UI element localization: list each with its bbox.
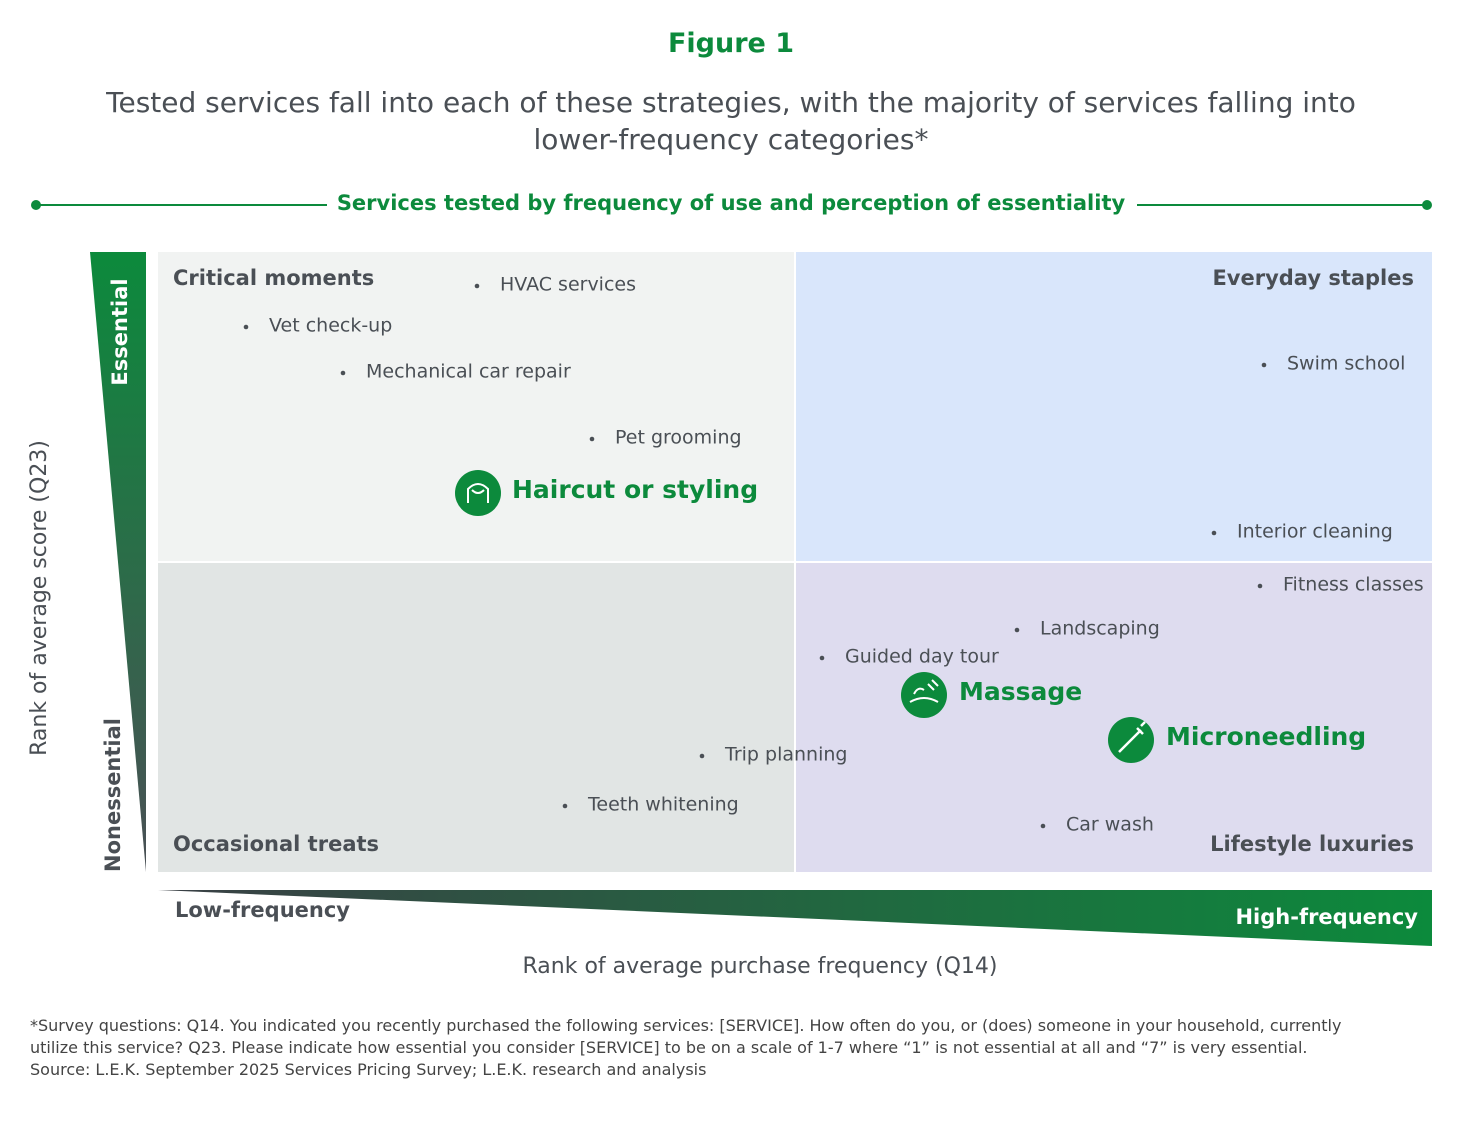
service-label: Trip planning xyxy=(724,744,847,766)
bullet xyxy=(589,436,595,442)
y-wedge xyxy=(90,252,146,872)
highlight-label: Microneedling xyxy=(1166,722,1366,751)
bullet xyxy=(562,803,568,809)
rule-end xyxy=(31,200,41,210)
service-label: Interior cleaning xyxy=(1237,521,1393,543)
rule-end xyxy=(1422,200,1432,210)
x-right: High-frequency xyxy=(1235,905,1418,929)
bullet xyxy=(1257,583,1263,589)
highlight: Massage xyxy=(901,672,1082,718)
service-label: Vet check-up xyxy=(269,315,392,337)
service-label: Swim school xyxy=(1287,353,1405,375)
bullet xyxy=(243,324,249,330)
x-label: Rank of average purchase frequency (Q14) xyxy=(522,954,997,979)
source: Source: L.E.K. September 2025 Services P… xyxy=(30,1060,707,1079)
service-label: Fitness classes xyxy=(1283,574,1424,596)
footnotes: *Survey questions: Q14. You indicated yo… xyxy=(30,1015,1380,1081)
bullet xyxy=(474,283,480,289)
figure-label: Figure 1 xyxy=(667,28,795,59)
quadrant-label: Lifestyle luxuries xyxy=(1210,832,1414,856)
highlight-label: Massage xyxy=(959,677,1082,706)
service-label: Landscaping xyxy=(1040,618,1160,640)
bullet xyxy=(1040,823,1046,829)
service-label: Guided day tour xyxy=(845,646,999,668)
service-label: Pet grooming xyxy=(615,427,742,449)
bullet xyxy=(1211,530,1217,536)
quadrant-label: Everyday staples xyxy=(1212,266,1414,290)
bullet xyxy=(1014,627,1020,633)
quadrant-label: Critical moments xyxy=(173,266,374,290)
service-label: Car wash xyxy=(1066,814,1154,836)
highlight: Microneedling xyxy=(1108,717,1366,763)
title: Tested services fall into each of these … xyxy=(106,86,1356,156)
x-left: Low-frequency xyxy=(175,898,350,922)
quadrant xyxy=(796,563,1432,872)
quadrant-label: Occasional treats xyxy=(173,832,379,856)
bullet xyxy=(340,370,346,376)
quadrant xyxy=(796,252,1432,561)
footnote: *Survey questions: Q14. You indicated yo… xyxy=(30,1016,1342,1057)
service-label: Mechanical car repair xyxy=(366,361,571,383)
highlight-label: Haircut or styling xyxy=(512,475,758,504)
x-wedge xyxy=(158,890,1432,946)
highlight: Haircut or styling xyxy=(455,470,758,516)
y-label: Rank of average score (Q23) xyxy=(27,440,52,756)
y-top: Essential xyxy=(108,278,132,385)
bullet xyxy=(699,753,705,759)
subtitle: Services tested by frequency of use and … xyxy=(337,191,1126,215)
bullet xyxy=(1261,362,1267,368)
service-label: HVAC services xyxy=(500,274,636,296)
service-label: Teeth whitening xyxy=(587,794,739,816)
quadrant xyxy=(158,563,794,872)
y-bottom: Nonessential xyxy=(101,718,125,872)
bullet xyxy=(819,655,825,661)
